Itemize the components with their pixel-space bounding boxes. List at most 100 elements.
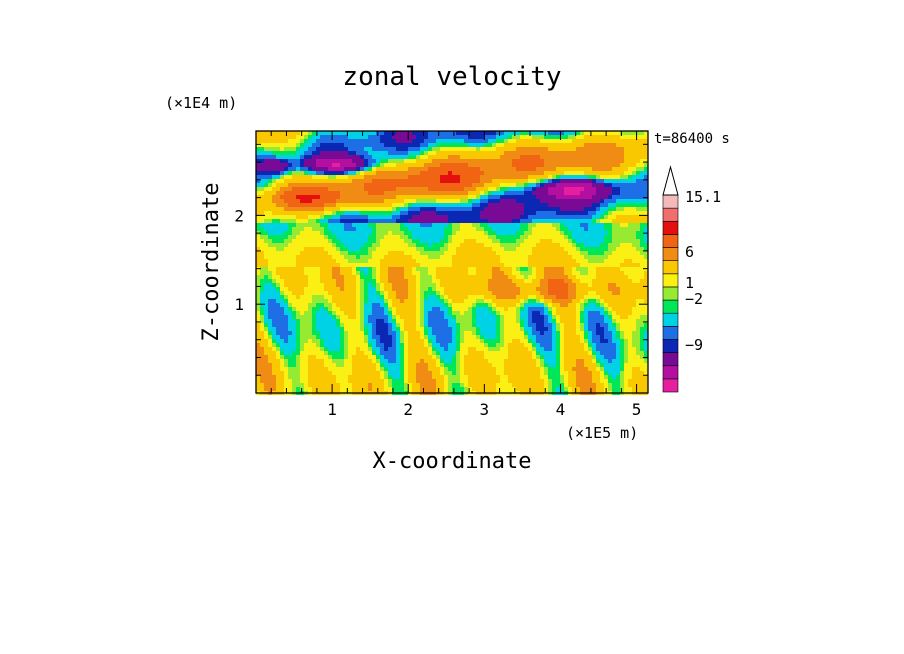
field-cell: [444, 235, 448, 239]
field-cell: [272, 315, 276, 319]
field-cell: [372, 179, 376, 183]
field-cell: [472, 319, 476, 323]
field-cell: [448, 231, 452, 235]
field-cell: [276, 267, 280, 271]
field-cell: [624, 331, 628, 335]
field-cell: [380, 263, 384, 267]
field-cell: [596, 239, 600, 243]
field-cell: [632, 227, 636, 231]
field-cell: [592, 255, 596, 259]
field-cell: [608, 147, 612, 151]
field-cell: [516, 319, 520, 323]
field-cell: [256, 275, 260, 279]
field-cell: [636, 147, 640, 151]
field-cell: [284, 235, 288, 239]
field-cell: [256, 159, 260, 163]
field-cell: [432, 179, 436, 183]
field-cell: [596, 275, 600, 279]
field-cell: [496, 271, 500, 275]
field-cell: [356, 131, 360, 135]
field-cell: [596, 279, 600, 283]
field-cell: [412, 255, 416, 259]
field-cell: [364, 227, 368, 231]
field-cell: [440, 239, 444, 243]
field-cell: [324, 251, 328, 255]
field-cell: [500, 235, 504, 239]
field-cell: [380, 183, 384, 187]
field-cell: [636, 327, 640, 331]
field-cell: [268, 211, 272, 215]
field-cell: [536, 263, 540, 267]
field-cell: [596, 327, 600, 331]
field-cell: [480, 159, 484, 163]
field-cell: [612, 155, 616, 159]
field-cell: [368, 227, 372, 231]
field-cell: [324, 215, 328, 219]
field-cell: [408, 231, 412, 235]
field-cell: [548, 131, 552, 135]
field-cell: [324, 323, 328, 327]
field-cell: [416, 311, 420, 315]
field-cell: [272, 183, 276, 187]
field-cell: [604, 263, 608, 267]
field-cell: [492, 327, 496, 331]
field-cell: [600, 223, 604, 227]
field-cell: [476, 295, 480, 299]
field-cell: [556, 287, 560, 291]
field-cell: [292, 151, 296, 155]
field-cell: [356, 215, 360, 219]
field-cell: [508, 307, 512, 311]
field-cell: [420, 151, 424, 155]
field-cell: [612, 275, 616, 279]
field-cell: [456, 135, 460, 139]
field-cell: [592, 219, 596, 223]
field-cell: [328, 207, 332, 211]
field-cell: [328, 175, 332, 179]
field-cell: [332, 211, 336, 215]
field-cell: [524, 267, 528, 271]
field-cell: [276, 227, 280, 231]
field-cell: [448, 255, 452, 259]
field-cell: [604, 267, 608, 271]
field-cell: [640, 243, 644, 247]
field-cell: [464, 183, 468, 187]
field-cell: [456, 159, 460, 163]
field-cell: [276, 287, 280, 291]
field-cell: [580, 259, 584, 263]
field-cell: [596, 219, 600, 223]
field-cell: [632, 307, 636, 311]
field-cell: [624, 327, 628, 331]
field-cell: [384, 151, 388, 155]
field-cell: [284, 135, 288, 139]
field-cell: [528, 223, 532, 227]
field-cell: [432, 215, 436, 219]
field-cell: [404, 135, 408, 139]
field-cell: [364, 263, 368, 267]
field-cell: [328, 315, 332, 319]
field-cell: [432, 263, 436, 267]
field-cell: [576, 295, 580, 299]
field-cell: [256, 307, 260, 311]
field-cell: [368, 243, 372, 247]
field-cell: [612, 195, 616, 199]
field-cell: [504, 171, 508, 175]
field-cell: [372, 207, 376, 211]
field-cell: [324, 315, 328, 319]
field-cell: [388, 263, 392, 267]
field-cell: [612, 147, 616, 151]
field-cell: [344, 315, 348, 319]
field-cell: [612, 247, 616, 251]
field-cell: [276, 159, 280, 163]
field-cell: [520, 191, 524, 195]
field-cell: [452, 291, 456, 295]
field-cell: [388, 303, 392, 307]
field-cell: [584, 191, 588, 195]
field-cell: [472, 159, 476, 163]
field-cell: [324, 135, 328, 139]
field-cell: [492, 287, 496, 291]
field-cell: [600, 231, 604, 235]
field-cell: [308, 207, 312, 211]
field-cell: [604, 231, 608, 235]
field-cell: [384, 211, 388, 215]
field-cell: [644, 143, 648, 147]
